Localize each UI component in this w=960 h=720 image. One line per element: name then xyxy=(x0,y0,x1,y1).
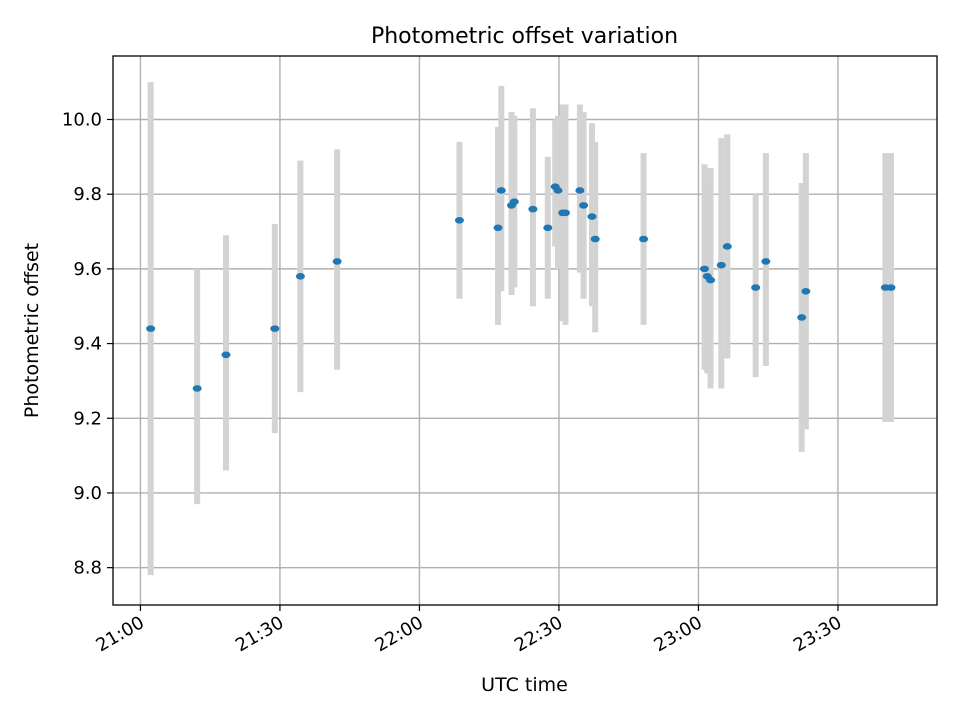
data-point-16 xyxy=(560,209,570,217)
y-tick-label-1: 9.0 xyxy=(73,483,102,504)
data-point-10 xyxy=(509,198,519,205)
error-bars xyxy=(147,82,894,576)
data-point-8 xyxy=(496,187,506,194)
y-tick-label-2: 9.2 xyxy=(73,408,102,429)
data-point-24 xyxy=(706,276,716,284)
data-point-17 xyxy=(575,187,585,194)
data-point-12 xyxy=(543,224,553,232)
data-point-19 xyxy=(587,213,597,220)
data-point-27 xyxy=(751,284,761,291)
data-point-0 xyxy=(146,325,156,332)
x-axis-label: UTC time xyxy=(481,674,568,696)
data-point-25 xyxy=(716,261,726,269)
data-point-22 xyxy=(699,265,709,273)
data-point-32 xyxy=(886,284,896,291)
y-tick-label-3: 9.4 xyxy=(73,334,102,355)
data-point-1 xyxy=(192,385,202,392)
data-point-2 xyxy=(221,351,231,359)
chart-title: Photometric offset variation xyxy=(371,24,678,49)
data-point-30 xyxy=(801,287,811,295)
y-tick-label-0: 8.8 xyxy=(73,558,102,579)
data-point-28 xyxy=(761,258,771,265)
x-tick-label-5: 23:30 xyxy=(790,612,845,656)
y-tick-label-6: 10.0 xyxy=(62,109,102,130)
data-point-29 xyxy=(797,314,807,321)
x-tick-label-3: 22:30 xyxy=(511,612,566,656)
plot-frame xyxy=(112,55,938,606)
x-tick-label-0: 21:00 xyxy=(93,612,148,656)
data-point-26 xyxy=(722,243,732,250)
data-point-5 xyxy=(332,258,342,265)
x-tick-label-1: 21:30 xyxy=(232,612,287,656)
data-point-11 xyxy=(528,205,538,213)
data-point-3 xyxy=(270,325,280,332)
data-point-18 xyxy=(579,202,589,209)
data-point-6 xyxy=(454,217,464,224)
x-tick-label-4: 23:00 xyxy=(651,612,706,656)
data-point-7 xyxy=(493,224,503,232)
data-point-20 xyxy=(590,235,600,243)
y-tick-label-5: 9.8 xyxy=(73,184,102,205)
y-tick-label-4: 9.6 xyxy=(73,259,102,280)
grid-lines xyxy=(113,56,937,605)
data-point-14 xyxy=(553,187,563,194)
y-axis-label: Photometric offset xyxy=(21,243,43,418)
data-point-21 xyxy=(639,235,649,243)
data-point-4 xyxy=(295,273,305,280)
x-tick-label-2: 22:00 xyxy=(372,612,427,656)
data-points xyxy=(146,183,896,392)
